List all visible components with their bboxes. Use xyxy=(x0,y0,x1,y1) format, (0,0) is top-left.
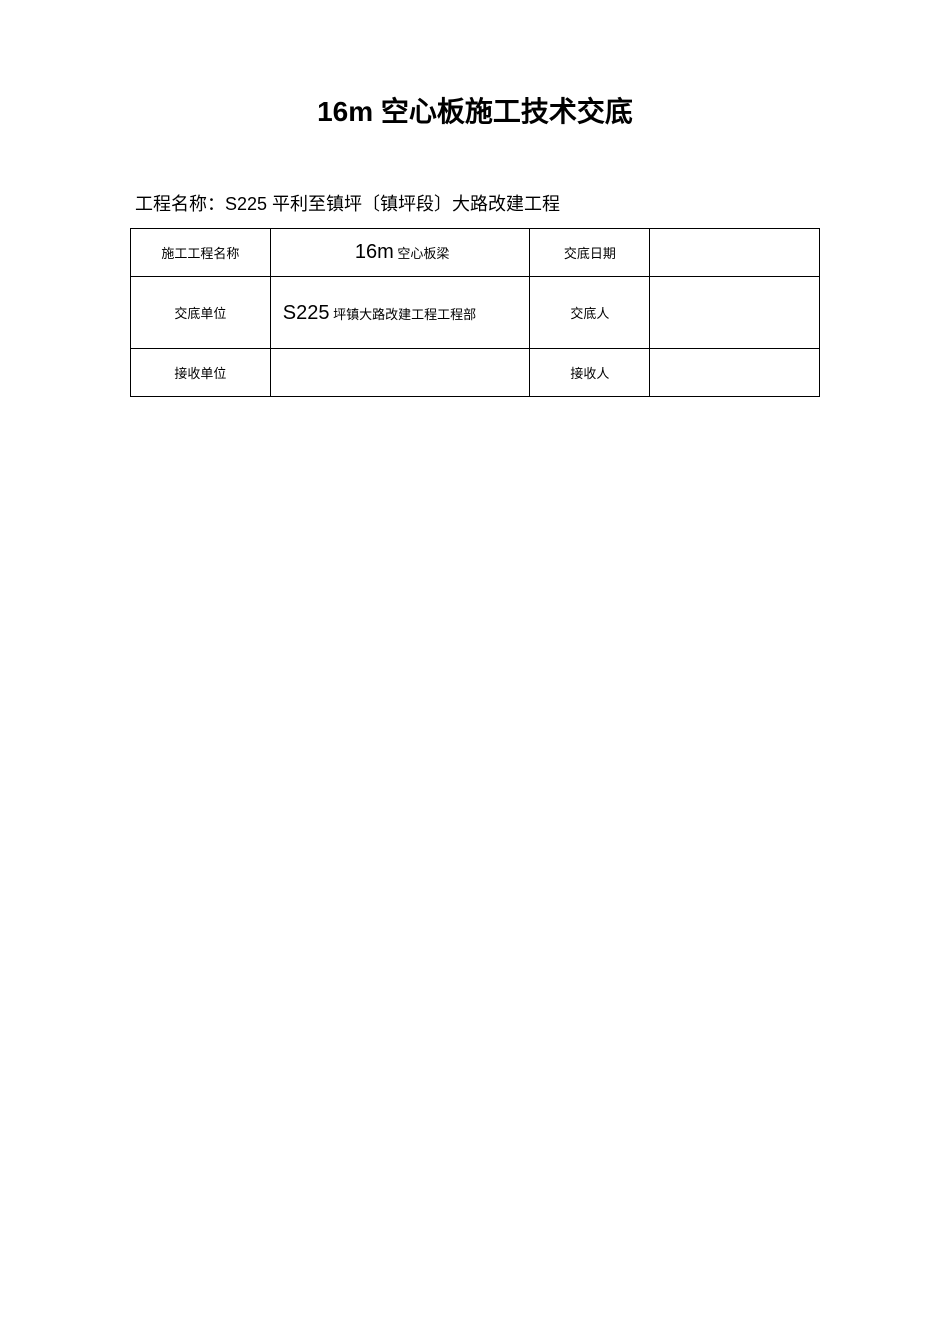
cell-disclosure-date-label: 交底日期 xyxy=(530,229,650,277)
table-row: 接收单位 接收人 xyxy=(131,349,820,397)
document-title: 16m 空心板施工技术交底 xyxy=(130,90,820,130)
value-prefix: 16m xyxy=(355,241,394,263)
cell-receiving-person-label: 接收人 xyxy=(530,349,650,397)
table-row: 施工工程名称 16m 空心板梁 交底日期 xyxy=(131,229,820,277)
cell-receiving-person-value xyxy=(650,349,820,397)
cell-disclosure-unit-value: S225 坪镇大路改建工程工程部 xyxy=(270,277,530,349)
cell-disclosure-unit-label: 交底单位 xyxy=(131,277,271,349)
cell-disclosure-person-label: 交底人 xyxy=(530,277,650,349)
table-row: 交底单位 S225 坪镇大路改建工程工程部 交底人 xyxy=(131,277,820,349)
value-suffix: 坪镇大路改建工程工程部 xyxy=(333,307,476,322)
value-prefix: S225 xyxy=(283,302,330,324)
project-name-label: 工程名称：S225 平利至镇坪〔镇坪段〕大路改建工程 xyxy=(130,190,820,216)
cell-receiving-unit-value xyxy=(270,349,530,397)
cell-disclosure-date-value xyxy=(650,229,820,277)
cell-construction-project-name-value: 16m 空心板梁 xyxy=(270,229,530,277)
value-suffix: 空心板梁 xyxy=(397,246,449,261)
cell-construction-project-name-label: 施工工程名称 xyxy=(131,229,271,277)
cell-disclosure-person-value xyxy=(650,277,820,349)
cell-receiving-unit-label: 接收单位 xyxy=(131,349,271,397)
info-table: 施工工程名称 16m 空心板梁 交底日期 交底单位 S225 坪镇大路改建工程工… xyxy=(130,228,820,397)
